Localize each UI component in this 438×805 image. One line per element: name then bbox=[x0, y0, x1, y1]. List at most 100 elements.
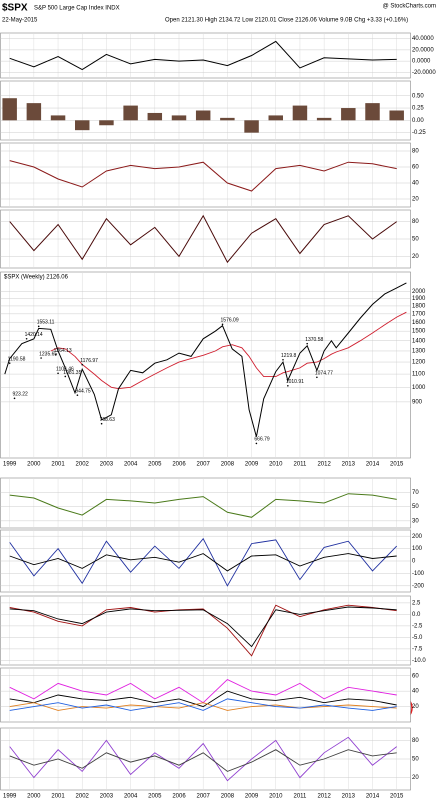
panel-frame bbox=[0, 667, 411, 723]
annotation-point bbox=[282, 358, 284, 361]
symbol: $SPX bbox=[2, 3, 28, 14]
index-name: S&P 500 Large Cap Index INDX bbox=[34, 6, 120, 12]
source: @ StockCharts.com bbox=[383, 4, 436, 10]
x-tick-label: 2009 bbox=[245, 794, 259, 800]
y-tick-label: 50 bbox=[412, 757, 419, 763]
y-tick-label: 1000 bbox=[412, 385, 426, 391]
x-tick-label: 2008 bbox=[221, 794, 235, 800]
x-tick-label: 2015 bbox=[390, 794, 404, 800]
series-line bbox=[9, 214, 397, 264]
x-tick-label: 2012 bbox=[317, 794, 331, 800]
x-tick-label: 2013 bbox=[342, 794, 356, 800]
y-tick-label: 60 bbox=[412, 673, 419, 679]
series-line bbox=[50, 311, 407, 390]
y-tick-label: 20 bbox=[412, 197, 419, 203]
y-tick-label: 0.50 bbox=[412, 93, 424, 99]
y-tick-label: 40 bbox=[412, 689, 419, 695]
bar bbox=[195, 110, 211, 121]
y-tick-label: 20 bbox=[412, 704, 419, 710]
panel-frame bbox=[0, 477, 411, 529]
x-tick-label: 1999 bbox=[3, 462, 17, 468]
bar bbox=[147, 112, 163, 121]
annotation-point bbox=[76, 394, 79, 396]
y-tick-label: 20 bbox=[412, 254, 419, 260]
x-tick-label: 2000 bbox=[27, 794, 41, 800]
y-tick-label: 1500 bbox=[412, 329, 426, 335]
annotation-label: 1235.65 bbox=[39, 351, 57, 357]
panel-title: $SPX (Weekly) 2126.06 bbox=[4, 275, 69, 281]
bar bbox=[220, 117, 235, 121]
date: 22-May-2015 bbox=[2, 18, 38, 24]
y-tick-label: 50 bbox=[412, 504, 419, 510]
annotation-point bbox=[255, 442, 258, 445]
x-tick-label: 2010 bbox=[269, 462, 283, 468]
bar bbox=[365, 103, 380, 121]
x-tick-label: 2003 bbox=[100, 462, 114, 468]
panel-frame bbox=[0, 32, 411, 79]
series-line bbox=[9, 40, 397, 71]
y-tick-label: 100 bbox=[412, 546, 423, 552]
y-tick-label: 80 bbox=[412, 738, 419, 744]
y-tick-label: 1600 bbox=[412, 320, 426, 326]
y-tick-label: 1800 bbox=[412, 304, 426, 310]
annotation-point bbox=[81, 363, 84, 366]
x-tick-label: 2012 bbox=[317, 462, 331, 468]
series-line bbox=[9, 698, 397, 711]
y-tick-label: 0.0 bbox=[412, 612, 421, 618]
bar bbox=[99, 120, 114, 126]
y-tick-label: 50 bbox=[412, 237, 419, 243]
x-tick-label: 2002 bbox=[76, 462, 90, 468]
series-line bbox=[9, 537, 398, 587]
series-line bbox=[9, 493, 397, 518]
y-tick-label: 60 bbox=[412, 165, 419, 171]
y-tick-label: 40.0000 bbox=[412, 36, 434, 42]
y-tick-label: 0.25 bbox=[412, 106, 424, 112]
annotation-point bbox=[100, 422, 103, 425]
y-tick-label: 1300 bbox=[412, 349, 426, 355]
series-line bbox=[9, 606, 397, 648]
bar bbox=[389, 110, 404, 121]
bar bbox=[316, 117, 332, 121]
series-line bbox=[9, 604, 397, 657]
annotation-label: 768.63 bbox=[100, 417, 116, 423]
annotation-label: 1553.11 bbox=[37, 320, 55, 326]
annotation-point bbox=[8, 362, 11, 364]
y-tick-label: -7.5 bbox=[412, 646, 423, 652]
annotation-point bbox=[54, 354, 57, 356]
annotation-point bbox=[316, 376, 318, 379]
series-line bbox=[9, 736, 397, 782]
x-tick-label: 2001 bbox=[51, 462, 65, 468]
y-tick-label: 2.5 bbox=[412, 600, 421, 606]
x-tick-label: 2008 bbox=[221, 462, 235, 468]
x-tick-label: 2005 bbox=[148, 462, 162, 468]
annotation-point bbox=[64, 375, 67, 378]
x-tick-label: 2014 bbox=[366, 794, 380, 800]
panel-frame bbox=[0, 271, 411, 459]
x-tick-label: 2004 bbox=[124, 794, 138, 800]
y-tick-label: 0 bbox=[412, 559, 416, 565]
y-tick-label: -5.0 bbox=[412, 635, 423, 641]
series-line bbox=[9, 690, 397, 708]
annotation-label: 1081.35 bbox=[63, 370, 81, 376]
series-line bbox=[9, 553, 397, 572]
bar bbox=[75, 120, 90, 131]
y-tick-label: -10.0 bbox=[412, 658, 426, 664]
y-tick-label: -2.5 bbox=[412, 623, 423, 629]
annotation-label: 1190.58 bbox=[8, 356, 26, 362]
x-tick-label: 1999 bbox=[3, 794, 17, 800]
x-tick-label: 2002 bbox=[76, 794, 90, 800]
x-tick-label: 2006 bbox=[172, 462, 186, 468]
y-tick-label: -100 bbox=[412, 571, 425, 577]
annotation-label: 1370.58 bbox=[305, 337, 323, 343]
series-line bbox=[4, 282, 407, 437]
y-tick-label: 80 bbox=[412, 219, 419, 225]
x-tick-label: 2010 bbox=[269, 794, 283, 800]
annotation-label: 1106.46 bbox=[56, 367, 74, 373]
y-tick-label: 1100 bbox=[412, 372, 426, 378]
annotation-label: 944.75 bbox=[75, 388, 91, 394]
y-tick-label: 1200 bbox=[412, 360, 426, 366]
quote: Open 2121.30 High 2134.72 Low 2120.01 Cl… bbox=[165, 18, 408, 24]
series-line bbox=[9, 749, 397, 772]
annotation-point bbox=[306, 342, 308, 345]
